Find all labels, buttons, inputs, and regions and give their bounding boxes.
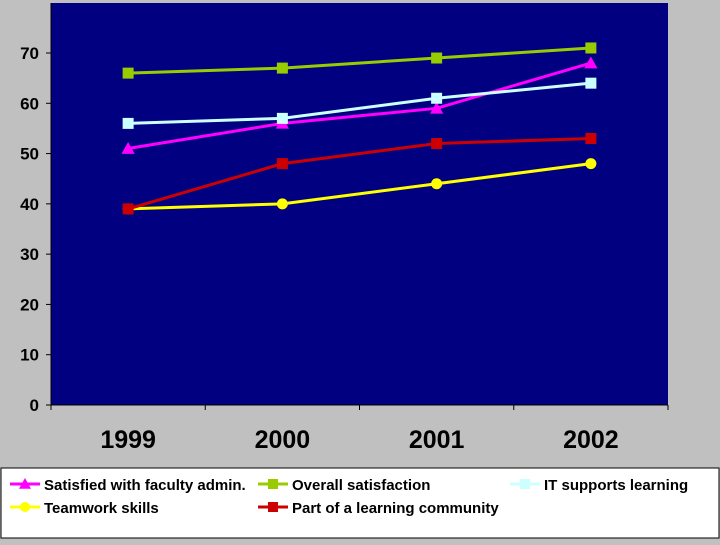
- y-tick-label: 30: [20, 245, 39, 264]
- legend-swatch-marker: [520, 479, 530, 489]
- x-tick-label: 1999: [100, 426, 156, 454]
- legend: Satisfied with faculty admin. Overall sat…: [0, 467, 720, 539]
- series-layer: [121, 42, 598, 215]
- legend-label: Part of a learning community: [292, 500, 499, 517]
- series-line: [127, 136, 591, 211]
- legend-swatch-marker: [268, 479, 278, 489]
- data-point: [585, 158, 597, 170]
- data-point: [276, 198, 288, 210]
- y-tick-label: 70: [20, 44, 39, 63]
- data-point: [121, 141, 135, 154]
- y-tick-label: 40: [20, 195, 39, 214]
- y-tick-label: 20: [20, 295, 39, 314]
- data-point: [122, 117, 134, 129]
- series-line: [128, 162, 592, 211]
- data-point: [430, 101, 444, 114]
- legend-label: Teamwork skills: [44, 500, 159, 517]
- x-tick-label: 2002: [563, 426, 619, 454]
- data-point: [276, 112, 288, 124]
- series-it-supports-learning: [122, 77, 597, 129]
- data-point: [431, 52, 443, 64]
- series-line: [127, 61, 592, 151]
- data-point: [431, 138, 443, 150]
- series-overall-satisfaction: [122, 42, 597, 79]
- legend-item-overall-satisfaction: Overall satisfaction: [258, 477, 430, 494]
- y-tick-label: 60: [20, 94, 39, 113]
- legend-item-satisfied-with-faculty-admin: Satisfied with faculty admin.: [10, 477, 246, 494]
- data-point: [585, 42, 597, 54]
- data-point: [122, 203, 134, 215]
- legend-box: [0, 467, 720, 539]
- legend-item-part-of-a-learning-community: Part of a learning community: [258, 500, 499, 517]
- legend-label: Satisfied with faculty admin.: [44, 477, 246, 494]
- legend-swatch-marker: [19, 478, 31, 489]
- series-line: [128, 46, 591, 75]
- data-point: [584, 56, 598, 69]
- axes: 0 10 20 30 40 50 60 70 1999 2000 2001 2002: [20, 3, 669, 454]
- series-part-of-a-learning-community: [122, 132, 597, 215]
- x-tick-label: 2000: [255, 426, 311, 454]
- y-tick-label: 10: [20, 346, 39, 365]
- data-point: [431, 178, 443, 190]
- x-tick-label: 2001: [409, 426, 465, 454]
- data-point: [122, 67, 134, 79]
- legend-swatch-marker: [20, 502, 30, 512]
- data-point: [585, 77, 597, 89]
- data-point: [276, 158, 288, 170]
- legend-swatch-marker: [268, 502, 278, 512]
- legend-item-teamwork-skills: Teamwork skills: [10, 500, 159, 517]
- legend-label: IT supports learning: [544, 477, 688, 494]
- y-tick-label: 0: [30, 396, 39, 415]
- series-line: [128, 81, 592, 125]
- y-tick-label: 50: [20, 145, 39, 164]
- series-satisfied-with-faculty-admin: [121, 56, 598, 154]
- data-point: [431, 92, 443, 104]
- legend-item-it-supports-learning: IT supports learning: [510, 477, 688, 494]
- data-point: [585, 132, 597, 144]
- legend-label: Overall satisfaction: [292, 477, 430, 494]
- data-point: [276, 62, 288, 74]
